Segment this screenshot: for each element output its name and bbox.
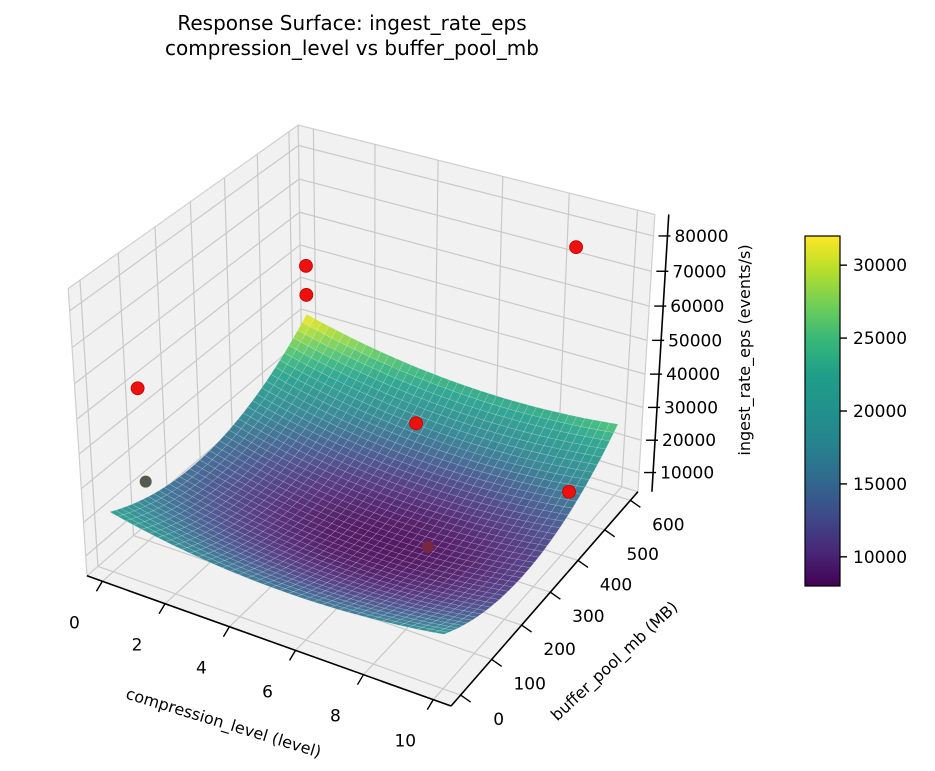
z-tick-label: 30000 — [664, 398, 718, 418]
x-tick-label: 6 — [262, 682, 273, 702]
z-tick-label: 60000 — [670, 297, 724, 317]
data-point — [299, 258, 313, 273]
chart-title-line1: Response Surface: ingest_rate_eps — [177, 11, 527, 35]
y-axis-label: buffer_pool_mb (MB) — [547, 597, 682, 725]
y-tick-label: 500 — [626, 545, 658, 565]
x-tick-label: 4 — [196, 659, 207, 679]
data-point — [299, 288, 314, 302]
y-tick-label: 400 — [600, 575, 632, 595]
z-tick-label: 50000 — [668, 331, 722, 351]
colorbar-gradient — [804, 235, 841, 587]
data-point-occluded — [139, 475, 152, 488]
y-tick-label: 200 — [543, 640, 575, 660]
data-point — [562, 484, 576, 499]
y-tick-label: 0 — [493, 710, 504, 730]
z-tick-label: 70000 — [672, 262, 726, 282]
response-surface — [108, 313, 619, 635]
chart-title-line2: compression_level vs buffer_pool_mb — [165, 36, 539, 60]
data-point — [409, 416, 423, 431]
x-tick-label: 10 — [394, 732, 416, 752]
colorbar-tick-label: 20000 — [853, 402, 907, 422]
z-axis-label: ingest_rate_eps (events/s) — [735, 244, 755, 455]
y-tick-label: 600 — [652, 515, 684, 535]
x-tick-label: 0 — [69, 613, 80, 633]
colorbar-tick-label: 25000 — [853, 329, 907, 349]
data-point — [130, 381, 145, 396]
x-tick-label: 2 — [132, 636, 143, 656]
x-axis-label: compression_level (level) — [123, 684, 323, 763]
z-tick-label: 80000 — [674, 227, 728, 247]
z-tick-label: 40000 — [666, 365, 720, 385]
colorbar-tick-label: 15000 — [853, 475, 907, 495]
colorbar-tick-label: 10000 — [853, 548, 907, 568]
y-tick-label: 100 — [513, 674, 545, 694]
chart-title: Response Surface: ingest_rate_eps compre… — [0, 11, 704, 61]
scatter-points — [130, 240, 583, 553]
y-tick-label: 300 — [572, 607, 604, 627]
z-tick-label: 20000 — [662, 431, 716, 451]
colorbar: 10000 15000 20000 25000 30000 — [804, 235, 907, 587]
colorbar-tick-label: 30000 — [853, 256, 907, 276]
x-tick-label: 8 — [330, 707, 341, 727]
z-tick-label: 10000 — [660, 464, 714, 484]
data-point — [569, 240, 583, 255]
data-point-occluded — [421, 540, 434, 553]
